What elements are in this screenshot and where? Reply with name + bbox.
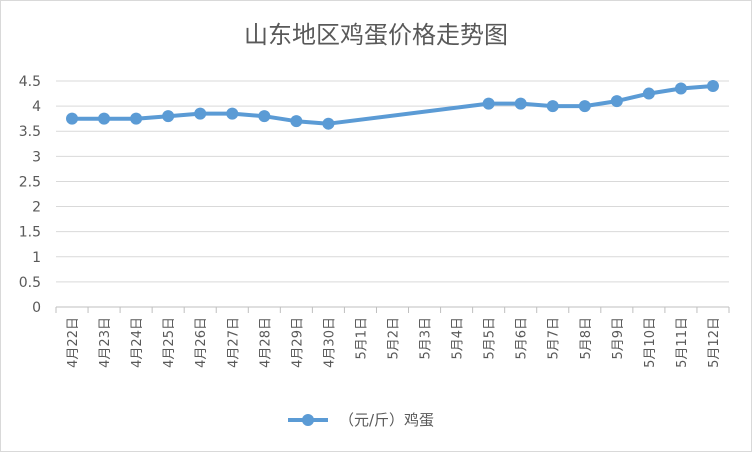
data-point (130, 112, 143, 125)
data-point (66, 112, 79, 125)
y-tick-label: 3 (32, 149, 41, 165)
y-tick-label: 0.5 (19, 275, 41, 291)
x-tick-label: 4月23日 (98, 317, 113, 368)
data-point (674, 82, 687, 95)
series-layer (66, 80, 719, 130)
x-tick-label: 5月8日 (579, 317, 594, 360)
data-point (322, 117, 335, 130)
x-tick-label: 4月27日 (226, 317, 241, 368)
data-point (226, 107, 239, 120)
x-tick-label: 4月24日 (130, 317, 145, 368)
x-tick-label: 4月26日 (194, 317, 209, 368)
data-point (610, 95, 623, 108)
data-point (98, 112, 111, 125)
data-point (482, 97, 495, 110)
x-tick-label: 4月22日 (66, 317, 81, 368)
y-tick-label: 2.5 (19, 174, 41, 190)
chart-title: 山东地区鸡蛋价格走势图 (244, 21, 508, 49)
y-tick-label: 1.5 (19, 225, 41, 241)
x-tick-label: 5月7日 (547, 317, 562, 360)
y-tick-label: 0 (32, 300, 41, 316)
x-axis-ticks: 4月22日 4月23日 4月24日 4月25日 4月26日 4月27日 4月28日 4月29日… (66, 317, 722, 368)
y-tick-label: 4 (32, 99, 41, 115)
x-tick-label: 5月5日 (483, 317, 498, 360)
gridlines (56, 80, 729, 283)
legend-dot-marker (302, 414, 314, 426)
data-point (258, 110, 271, 123)
x-tick-label: 4月28日 (258, 317, 273, 368)
x-tick-label: 5月4日 (451, 317, 466, 360)
x-tick-label: 5月10日 (643, 317, 658, 368)
y-tick-label: 3.5 (19, 124, 41, 140)
legend-label: （元/斤）鸡蛋 (339, 411, 434, 429)
data-point (514, 97, 527, 110)
x-tick-label: 4月30日 (322, 317, 337, 368)
x-tick-label: 5月11日 (675, 317, 690, 368)
data-point (578, 100, 591, 113)
x-tick-label: 5月3日 (419, 317, 434, 360)
data-point (290, 115, 303, 128)
data-point (194, 107, 207, 120)
data-point (546, 100, 559, 113)
y-tick-label: 2 (32, 200, 41, 216)
x-tick-label: 4月25日 (162, 317, 177, 368)
x-tick-label: 4月29日 (290, 317, 305, 368)
x-tick-label: 5月12日 (707, 317, 722, 368)
y-tick-label: 4.5 (19, 74, 41, 90)
y-tick-label: 1 (32, 250, 41, 266)
data-point (642, 87, 655, 100)
x-tick-label: 5月2日 (387, 317, 402, 360)
legend: （元/斤）鸡蛋 (288, 411, 434, 429)
data-point (162, 110, 175, 123)
data-point (706, 80, 719, 93)
y-axis-ticks: 0 0.5 1 1.5 2 2.5 3 3.5 4 4.5 (19, 74, 41, 316)
x-tick-label: 5月9日 (611, 317, 626, 360)
axes (55, 306, 730, 313)
x-tick-label: 5月1日 (354, 317, 369, 360)
x-tick-label: 5月6日 (515, 317, 530, 360)
